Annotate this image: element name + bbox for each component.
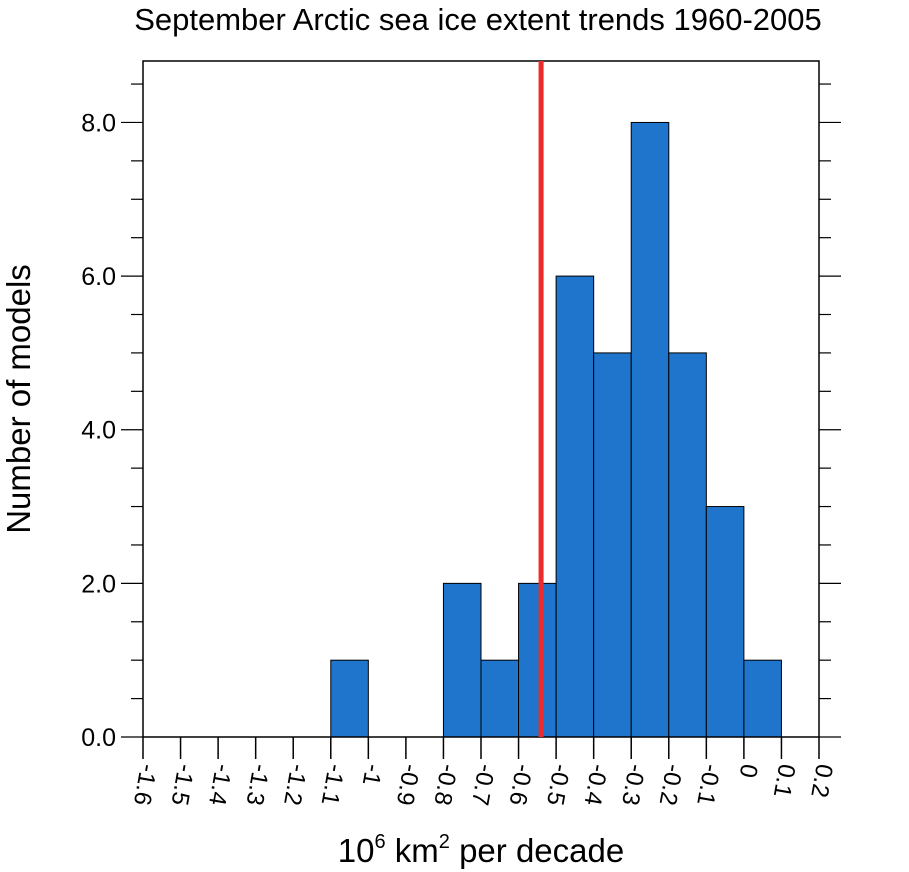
x-tick-label: 0.1 bbox=[768, 762, 800, 800]
x-tick-label: -1.3 bbox=[241, 762, 275, 807]
histogram-bar bbox=[668, 352, 707, 738]
x-tick-label: -0.6 bbox=[503, 762, 537, 807]
x-tick-label: -0.4 bbox=[579, 762, 613, 807]
histogram-bar bbox=[630, 121, 670, 738]
x-tick-label: -1.2 bbox=[278, 762, 312, 807]
y-tick-label: 6.0 bbox=[81, 263, 116, 291]
x-tick-label: 0 bbox=[734, 762, 763, 780]
x-tick-label: -0.8 bbox=[428, 762, 462, 807]
histogram-bar bbox=[442, 582, 482, 738]
x-tick-label: -0.2 bbox=[654, 762, 688, 807]
y-tick-label: 4.0 bbox=[81, 417, 116, 445]
x-tick-label: -0.5 bbox=[541, 762, 575, 807]
y-axis-label: Number of models bbox=[0, 264, 37, 534]
histogram-bar bbox=[705, 506, 745, 738]
x-tick-label: -1.1 bbox=[316, 762, 350, 807]
histogram-bar bbox=[330, 659, 369, 738]
x-axis-label: 106 km2 per decade bbox=[338, 831, 624, 869]
x-tick-label: -0.3 bbox=[616, 762, 650, 807]
histogram-bar bbox=[743, 659, 782, 738]
plot-frame bbox=[142, 60, 820, 738]
y-tick-label: 2.0 bbox=[81, 570, 116, 598]
x-tick-label: -1 bbox=[357, 762, 387, 788]
y-tick-label: 0.0 bbox=[81, 724, 116, 752]
histogram-bar bbox=[593, 352, 632, 738]
chart-title: September Arctic sea ice extent trends 1… bbox=[134, 2, 822, 37]
x-tick-label: -1.4 bbox=[203, 762, 237, 807]
histogram-bar bbox=[518, 582, 557, 738]
x-tick-label: -0.7 bbox=[466, 762, 500, 807]
x-tick-label: -1.6 bbox=[128, 762, 162, 807]
x-tick-label: -1.5 bbox=[165, 762, 199, 807]
x-tick-label: 0.2 bbox=[805, 762, 837, 800]
y-tick-label: 8.0 bbox=[81, 109, 116, 137]
histogram-bar bbox=[555, 275, 595, 738]
x-tick-label: -0.1 bbox=[691, 762, 725, 807]
histogram-bar bbox=[480, 659, 520, 738]
x-tick-label: -0.9 bbox=[391, 762, 425, 807]
